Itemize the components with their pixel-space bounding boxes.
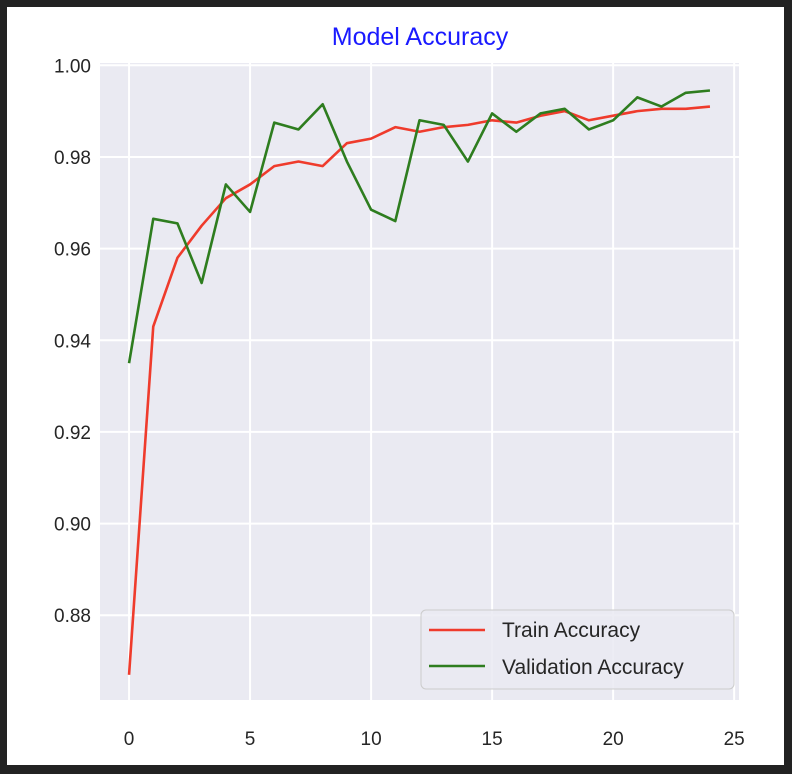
gridlines <box>100 63 739 700</box>
x-tick-label: 10 <box>361 729 382 750</box>
legend-label-validation: Validation Accuracy <box>502 656 684 679</box>
x-tick-label: 0 <box>124 729 135 750</box>
y-tick-label: 0.96 <box>54 240 91 261</box>
legend-box <box>420 609 735 690</box>
figure: Model Accuracy 0 5 10 15 20 25 0.88 0.90 0.92 0.9… <box>7 7 784 765</box>
x-tick-label: 5 <box>245 729 256 750</box>
y-tick-label: 0.98 <box>54 148 91 169</box>
y-tick-label: 0.92 <box>54 423 91 444</box>
series-line-validation <box>127 89 711 364</box>
legend-label-train: Train Accuracy <box>502 619 641 642</box>
plot-area <box>100 63 739 700</box>
y-tick-label: 0.94 <box>54 331 91 352</box>
chart-title: Model Accuracy <box>332 23 509 51</box>
x-tick-label: 20 <box>603 729 624 750</box>
series-lines <box>127 89 711 675</box>
x-tick-label: 15 <box>482 729 503 750</box>
y-tick-label: 1.00 <box>54 56 91 77</box>
y-tick-label: 0.88 <box>54 606 91 627</box>
y-tick-label: 0.90 <box>54 515 91 536</box>
series-line-train <box>127 105 711 675</box>
legend: Train Accuracy Validation Accuracy <box>420 609 735 690</box>
accuracy-chart: Model Accuracy 0 5 10 15 20 25 0.88 0.90 0.92 0.9… <box>54 23 745 750</box>
tick-labels: 0 5 10 15 20 25 0.88 0.90 0.92 0.94 0.96 0.98 1.00 <box>54 56 745 750</box>
x-tick-label: 25 <box>724 729 745 750</box>
